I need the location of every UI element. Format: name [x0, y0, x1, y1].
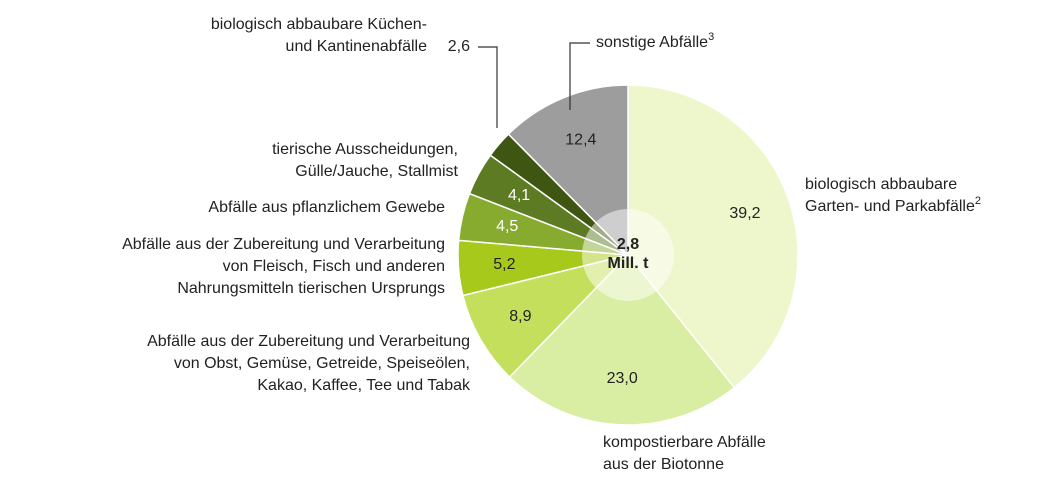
value-label: 8,9	[509, 308, 531, 325]
category-label: biologisch abbaubare Garten- und Parkabfä…	[805, 176, 981, 215]
category-label-line: Gülle/Jauche, Stallmist	[295, 163, 458, 180]
category-label-line: tierische Ausscheidungen,	[272, 141, 458, 158]
category-label-line: Garten- und Parkabfälle	[805, 198, 975, 215]
category-label-line: von Obst, Gemüse, Getreide, Speiseölen,	[174, 355, 470, 372]
value-label: 39,2	[729, 205, 760, 222]
category-label: sonstige Abfälle3	[596, 31, 714, 51]
category-label: Abfälle aus pflanzlichem Gewebe	[208, 199, 445, 216]
category-label-line: sonstige Abfälle	[596, 34, 708, 51]
category-label-line: Abfälle aus der Zubereitung und Verarbei…	[147, 333, 470, 350]
category-label-line: biologisch abbaubare	[805, 176, 957, 193]
slice	[507, 84, 629, 257]
center-label: Mill. t	[608, 255, 650, 272]
category-label: biologisch abbaubare Küchen-und Kantinen…	[211, 16, 427, 55]
footnote: 3	[708, 31, 714, 43]
category-label-line: und Kantinenabfälle	[286, 38, 428, 55]
slice	[508, 253, 736, 426]
category-label: kompostierbare Abfälle aus der Biotonne	[603, 434, 766, 472]
category-label-line: Abfälle aus der Zubereitung und Verarbei…	[122, 236, 445, 253]
value-label: 5,2	[493, 256, 515, 273]
center-label: 2,8	[617, 236, 639, 253]
category-label-line: Abfälle aus pflanzlichem Gewebe	[208, 199, 445, 216]
category-label-line: Nahrungsmitteln tierischen Ursprungs	[177, 280, 445, 297]
category-label: tierische Ausscheidungen, Gülle/Jauche, S…	[272, 141, 458, 180]
category-label-line: aus der Biotonne	[603, 456, 724, 472]
leader-line	[569, 42, 590, 110]
center-circle	[582, 209, 674, 301]
leader-line	[478, 46, 498, 128]
category-label: Abfälle aus der Zubereitung und Verarbei…	[147, 333, 471, 394]
value-label: 4,1	[508, 187, 530, 204]
value-label: 2,6	[448, 38, 470, 55]
slice	[627, 84, 799, 389]
value-label: 4,5	[496, 218, 518, 235]
category-label: Abfälle aus der Zubereitung und Verarbei…	[122, 236, 445, 297]
value-label: 12,4	[565, 132, 596, 149]
category-label-line: von Fleisch, Fisch und anderen	[223, 258, 445, 275]
category-label-line: Kakao, Kaffee, Tee und Tabak	[257, 377, 471, 394]
footnote: 2	[975, 195, 981, 207]
value-label: 23,0	[607, 370, 638, 387]
category-label-line: kompostierbare Abfälle	[603, 434, 766, 451]
category-label-line: biologisch abbaubare Küchen-	[211, 16, 427, 33]
